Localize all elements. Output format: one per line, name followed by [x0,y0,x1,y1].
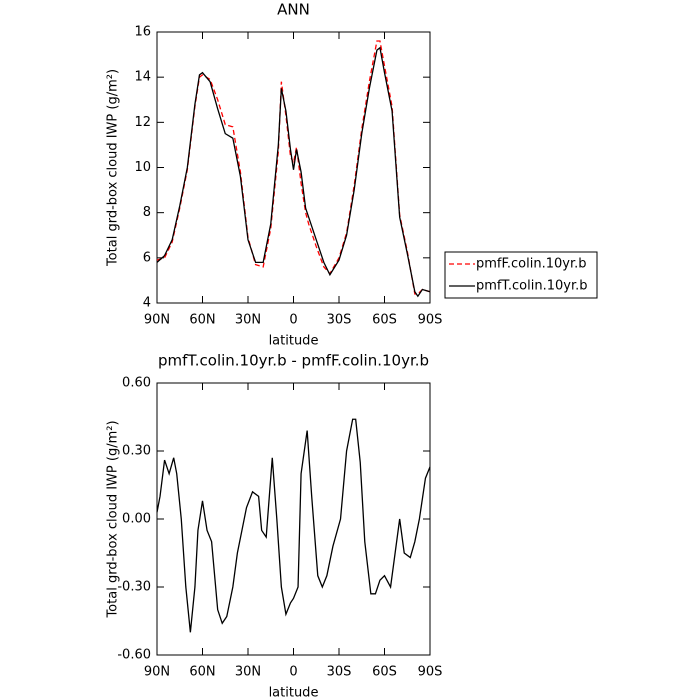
y-tick-label: 0.30 [122,444,151,459]
y-tick-label: 12 [134,115,151,130]
legend-label: pmfF.colin.10yr.b [476,257,586,272]
data-line [156,418,431,633]
chart-title: pmfT.colin.10yr.b - pmfF.colin.10yr.b [158,352,429,370]
x-tick-label: 0 [289,313,297,328]
y-tick-label: 4 [143,296,151,311]
x-tick-label: 90N [144,313,170,328]
x-tick-label: 60N [189,313,215,328]
x-tick-label: 90N [144,665,170,680]
y-tick-label: -0.30 [117,580,151,595]
data-line [156,46,431,298]
x-tick-label: 30S [327,665,352,680]
plot-frame [156,382,431,656]
x-tick-label: 90S [418,665,443,680]
y-tick-label: 16 [134,25,151,40]
y-axis-label: Total grd-box cloud IWP (g/m²) [106,420,121,618]
data-line [156,40,431,295]
x-tick-label: 30N [235,665,261,680]
x-tick-label: 30S [327,313,352,328]
y-tick-label: 0.00 [122,512,151,527]
y-tick-label: 0.60 [122,376,151,391]
y-tick-label: 14 [134,70,151,85]
x-tick-label: 60S [372,313,397,328]
x-tick-label: 60N [189,665,215,680]
x-tick-label: 30N [235,313,261,328]
chart-title: ANN [277,1,310,19]
y-tick-label: -0.60 [117,648,151,663]
x-axis-label: latitude [269,686,319,700]
x-tick-label: 90S [418,313,443,328]
legend-box [444,251,598,299]
y-tick-label: 10 [134,160,151,175]
y-axis-label: Total grd-box cloud IWP (g/m²) [106,69,121,267]
y-tick-label: 8 [143,205,151,220]
x-tick-label: 60S [372,665,397,680]
y-tick-label: 6 [143,250,151,265]
x-tick-label: 0 [289,665,297,680]
legend-label: pmfT.colin.10yr.b [476,279,588,294]
x-axis-label: latitude [269,334,319,349]
